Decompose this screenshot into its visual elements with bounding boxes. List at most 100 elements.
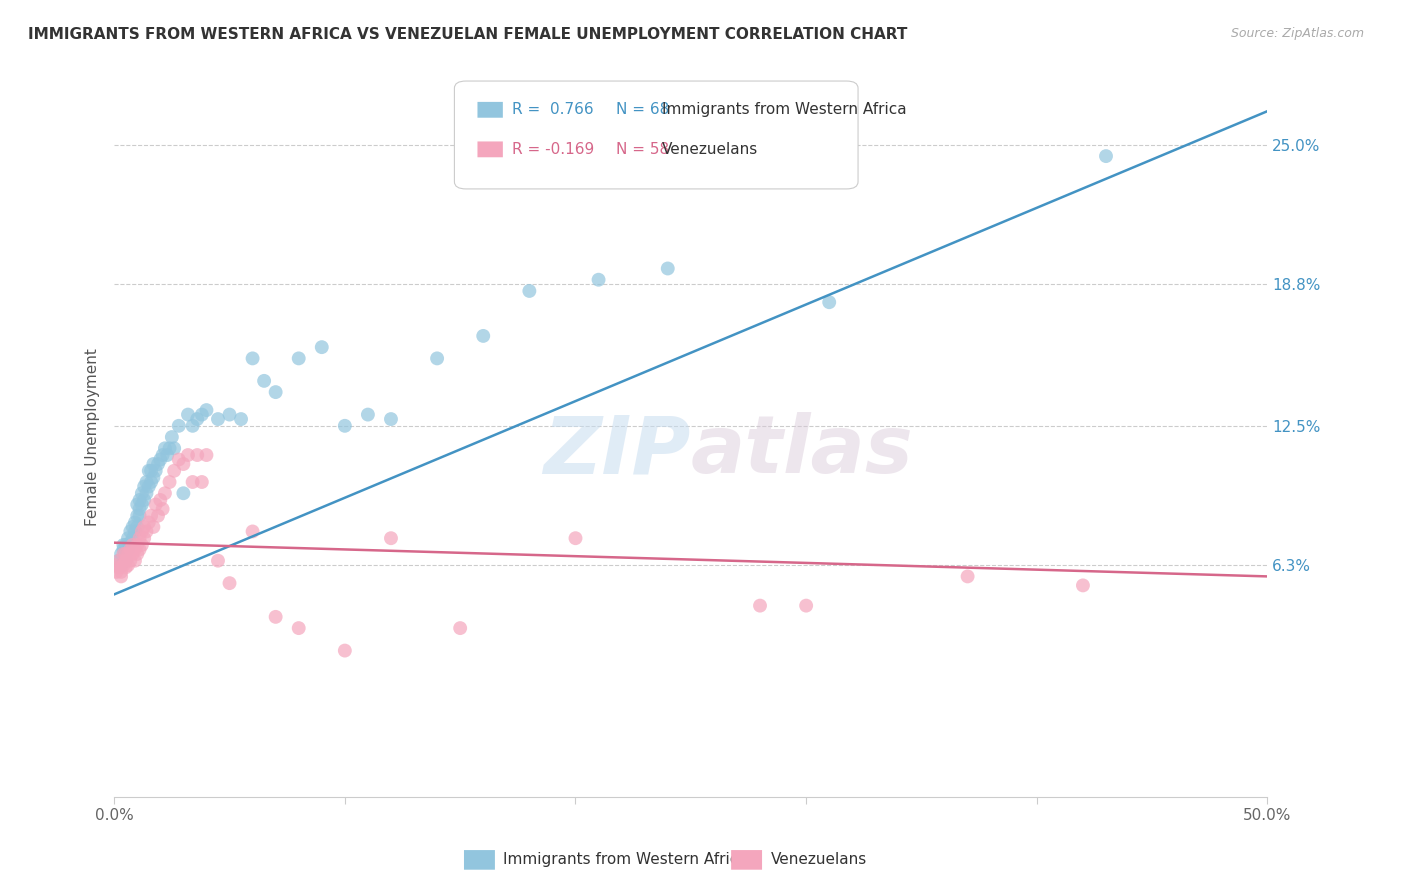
Point: [242, 351, 264, 366]
Point: [264, 610, 287, 624]
Point: [120, 524, 142, 539]
Point: [159, 475, 181, 489]
Point: [128, 493, 150, 508]
Point: [333, 643, 356, 657]
Point: [112, 538, 135, 552]
Point: [186, 448, 208, 462]
Point: [114, 547, 136, 561]
Point: [131, 524, 153, 539]
Point: [105, 565, 128, 579]
Point: [191, 408, 214, 422]
Point: [138, 464, 160, 478]
Point: [135, 486, 157, 500]
Point: [588, 273, 610, 287]
Point: [191, 475, 214, 489]
Point: [134, 520, 156, 534]
Point: [128, 502, 150, 516]
Point: [287, 351, 309, 366]
Point: [142, 520, 165, 534]
Point: [167, 452, 190, 467]
Point: [121, 520, 143, 534]
Point: [135, 475, 157, 489]
Text: R = -0.169: R = -0.169: [512, 142, 595, 157]
Point: [149, 452, 172, 467]
Point: [181, 475, 204, 489]
Point: [127, 498, 149, 512]
Point: [114, 547, 136, 561]
Point: [159, 442, 181, 456]
Point: [177, 448, 200, 462]
Point: [110, 558, 132, 573]
Point: [131, 498, 153, 512]
Point: [127, 508, 149, 523]
Point: [253, 374, 276, 388]
Point: [127, 547, 149, 561]
Point: [110, 547, 132, 561]
Point: [142, 470, 165, 484]
Text: Immigrants from Western Africa: Immigrants from Western Africa: [503, 853, 748, 867]
Text: Immigrants from Western Africa: Immigrants from Western Africa: [662, 103, 907, 118]
Point: [564, 531, 586, 545]
Point: [163, 442, 186, 456]
Point: [287, 621, 309, 635]
Point: [156, 448, 179, 462]
Point: [134, 493, 156, 508]
Point: [114, 560, 136, 574]
Point: [112, 547, 135, 561]
Text: N = 68: N = 68: [616, 103, 669, 118]
Text: atlas: atlas: [690, 412, 914, 491]
Text: IMMIGRANTS FROM WESTERN AFRICA VS VENEZUELAN FEMALE UNEMPLOYMENT CORRELATION CHA: IMMIGRANTS FROM WESTERN AFRICA VS VENEZU…: [28, 27, 907, 42]
Point: [121, 547, 143, 561]
Text: Venezuelans: Venezuelans: [770, 853, 866, 867]
Point: [519, 284, 541, 298]
Point: [114, 554, 136, 568]
Point: [333, 418, 356, 433]
Point: [145, 498, 167, 512]
Point: [657, 261, 679, 276]
Point: [149, 493, 172, 508]
Point: [105, 558, 128, 573]
Point: [120, 554, 142, 568]
Point: [380, 412, 402, 426]
Point: [357, 408, 380, 422]
Point: [120, 542, 142, 557]
Point: [207, 554, 229, 568]
Point: [117, 547, 139, 561]
FancyBboxPatch shape: [478, 142, 503, 157]
Point: [1095, 149, 1118, 163]
Point: [114, 538, 136, 552]
Point: [120, 535, 142, 549]
Point: [139, 464, 162, 478]
Text: Venezuelans: Venezuelans: [662, 142, 758, 157]
Point: [152, 448, 174, 462]
Point: [195, 448, 218, 462]
Point: [956, 569, 979, 583]
Point: [145, 464, 167, 478]
Point: [114, 554, 136, 568]
Point: [117, 558, 139, 573]
Point: [110, 569, 132, 583]
Point: [426, 351, 449, 366]
Point: [128, 508, 150, 523]
Point: [229, 412, 252, 426]
Text: N = 58: N = 58: [616, 142, 669, 157]
Point: [146, 508, 169, 523]
Point: [380, 531, 402, 545]
Point: [153, 442, 176, 456]
Point: [127, 520, 149, 534]
Point: [112, 542, 135, 557]
Point: [107, 560, 129, 574]
Point: [117, 531, 139, 545]
Text: R =  0.766: R = 0.766: [512, 103, 593, 118]
Point: [794, 599, 817, 613]
Point: [121, 538, 143, 552]
Point: [142, 457, 165, 471]
Point: [167, 418, 190, 433]
Point: [163, 464, 186, 478]
Point: [134, 531, 156, 545]
Point: [207, 412, 229, 426]
Point: [146, 457, 169, 471]
Point: [134, 479, 156, 493]
FancyBboxPatch shape: [478, 102, 503, 118]
Point: [160, 430, 183, 444]
